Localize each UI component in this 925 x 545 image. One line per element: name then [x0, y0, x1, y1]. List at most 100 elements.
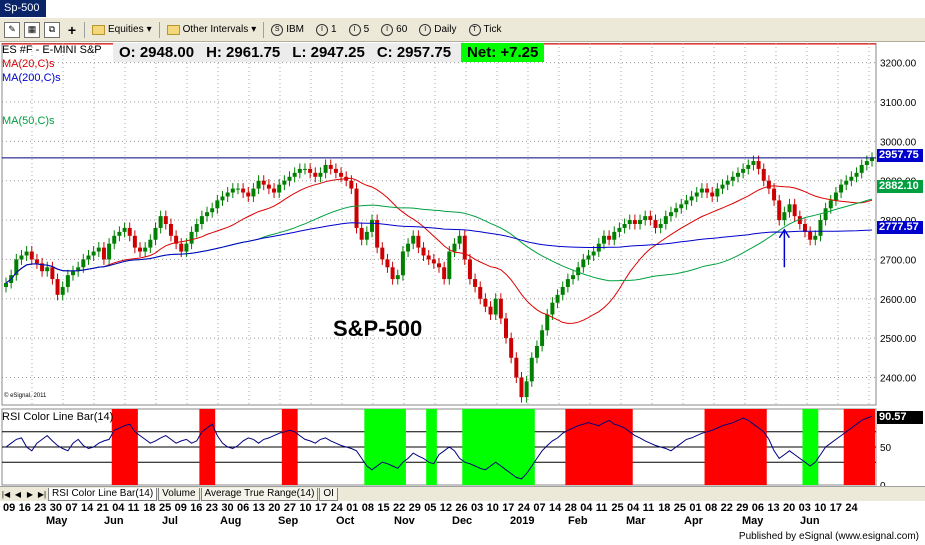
candle-body	[442, 267, 447, 280]
interval-button[interactable]: I Daily	[416, 21, 459, 39]
x-tick-label: 17	[502, 502, 515, 514]
chart-window-icon[interactable]: ▦	[24, 21, 40, 38]
x-tick-label: 23	[205, 502, 219, 514]
candle-body	[256, 180, 261, 189]
x-tick-label: 18	[143, 502, 156, 514]
x-tick-label: 20	[783, 502, 796, 514]
candle-body	[571, 275, 576, 280]
ohlc-legend: O: 2948.00 H: 2961.75 L: 2947.25 C: 2957…	[113, 43, 545, 62]
x-tick-label: 17	[315, 502, 328, 514]
x-tick-label: 11	[642, 502, 655, 514]
x-tick-label: 13	[767, 502, 780, 514]
candle-body	[153, 227, 158, 240]
toolbar-separator	[263, 21, 265, 38]
candle-body	[251, 188, 256, 197]
candle-body	[540, 330, 545, 346]
rsi-color-bar	[467, 409, 473, 485]
tab-oi[interactable]: OI	[319, 487, 338, 501]
high-value: H: 2961.75	[206, 44, 281, 61]
x-tick-label: 11	[127, 502, 140, 514]
x-tick-label: 07	[533, 502, 546, 514]
copy-chart-icon[interactable]: ⧉	[44, 21, 60, 38]
x-tick-label: 23	[34, 502, 47, 514]
add-icon[interactable]: +	[67, 21, 77, 38]
open-value: O: 2948.00	[119, 44, 195, 61]
rsi-color-bar	[802, 409, 808, 485]
price-chart[interactable]: 3200.003100.003000.002900.002800.002700.…	[0, 43, 925, 530]
equities-dropdown[interactable]: Equities ▾	[89, 21, 155, 39]
candle-body	[725, 180, 730, 185]
x-tick-label: 30	[221, 502, 234, 514]
candle-body	[235, 188, 240, 190]
candle-body	[158, 216, 163, 228]
candle-body	[741, 168, 746, 173]
interval-button[interactable]: I 60	[378, 21, 410, 39]
candle-body	[720, 184, 725, 189]
rsi-label[interactable]: RSI Color Line Bar(14)	[2, 411, 114, 423]
symbol-label[interactable]: ES #F - E-MINI S&P	[2, 44, 102, 56]
last-tab-arrow-icon[interactable]: ▶|	[37, 489, 47, 499]
window-title[interactable]: Sp-500	[0, 0, 46, 17]
rsi-line	[5, 415, 873, 480]
folder-icon	[92, 24, 105, 35]
candle-body	[437, 263, 441, 268]
x-month-label: Jul	[162, 515, 178, 527]
candle-body	[813, 235, 818, 240]
x-tick-label: 16	[190, 502, 203, 514]
candle-body	[127, 227, 132, 236]
next-tab-arrow-icon[interactable]: ▶	[26, 489, 34, 499]
other-intervals-label: Other Intervals	[182, 24, 249, 35]
x-tick-label: 07	[65, 502, 78, 514]
rsi-color-bar	[503, 409, 510, 485]
x-tick-label: 13	[252, 502, 265, 514]
edit-symbol-icon[interactable]: ✎	[4, 21, 20, 38]
first-tab-arrow-icon[interactable]: |◀	[1, 489, 11, 499]
candle-body	[756, 161, 761, 169]
folder-icon	[166, 24, 180, 35]
candle-body	[349, 180, 354, 189]
interval-button[interactable]: S IBM	[268, 21, 307, 39]
candle-body	[112, 235, 117, 244]
candle-body	[143, 247, 148, 252]
candle-body	[395, 275, 400, 280]
tab-atr[interactable]: Average True Range(14)	[200, 487, 319, 501]
candle-body	[297, 168, 302, 173]
x-month-label: Jun	[800, 515, 820, 527]
x-month-label: May	[742, 515, 764, 527]
x-tick-label: 10	[814, 502, 827, 514]
candle-body	[730, 176, 735, 181]
candle-body	[400, 251, 405, 276]
ma50-label[interactable]: MA(50,C)s	[2, 115, 55, 127]
rsi-color-bar	[585, 409, 592, 485]
ma20-label[interactable]: MA(20,C)s	[2, 58, 55, 70]
x-tick-label: 06	[237, 502, 250, 514]
x-tick-label: 14	[549, 502, 562, 514]
tab-rsi[interactable]: RSI Color Line Bar(14)	[48, 487, 158, 501]
candle-body	[241, 188, 246, 193]
candle-body	[478, 286, 483, 299]
candle-body	[715, 188, 720, 197]
rsi-color-bar	[714, 409, 721, 485]
tab-volume[interactable]: Volume	[158, 487, 200, 501]
candle-body	[416, 235, 421, 248]
rsi-color-bar	[390, 409, 396, 485]
candle-body	[766, 180, 771, 189]
interval-label: Tick	[483, 24, 502, 35]
rsi-color-bar	[374, 409, 381, 485]
candle-body	[679, 204, 684, 209]
rsi-color-bar	[611, 409, 618, 485]
interval-button[interactable]: T Tick	[466, 21, 505, 39]
candle-body	[607, 235, 612, 240]
x-tick-label: 25	[673, 502, 687, 514]
rsi-color-bar	[364, 409, 370, 485]
rsi-color-bar	[627, 409, 633, 485]
x-tick-label: 14	[81, 502, 94, 514]
candle-body	[96, 247, 101, 252]
ma200-label[interactable]: MA(200,C)s	[2, 72, 61, 84]
rsi-color-bar	[292, 409, 298, 485]
other-intervals-dropdown[interactable]: Other Intervals ▾	[164, 21, 260, 39]
prev-tab-arrow-icon[interactable]: ◀	[14, 489, 22, 499]
x-tick-label: 18	[658, 502, 671, 514]
